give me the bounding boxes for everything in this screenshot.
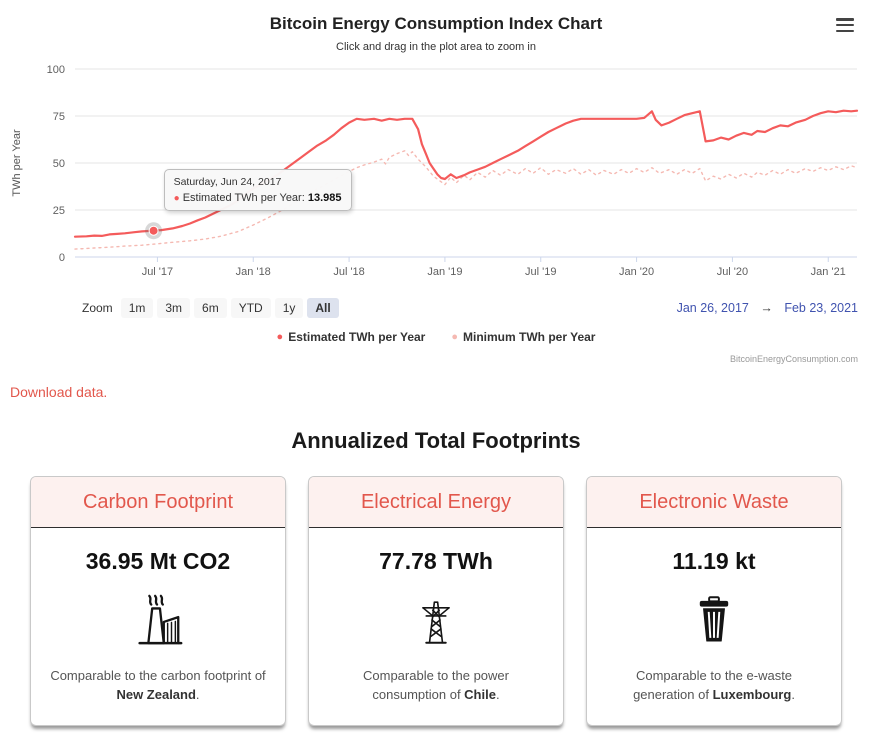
watermark-link[interactable]: BitcoinEnergyConsumption.com bbox=[729, 354, 858, 364]
footprint-cards: Carbon Footprint 36.95 Mt CO2 Comp bbox=[0, 476, 872, 726]
card-electrical-energy: Electrical Energy 77.78 TWh Compar bbox=[308, 476, 564, 726]
page-root: Bitcoin Energy Consumption Index Chart C… bbox=[0, 0, 872, 726]
card-value: 11.19 kt bbox=[672, 548, 756, 574]
chart-title: Bitcoin Energy Consumption Index Chart bbox=[269, 14, 603, 33]
svg-text:TWh per Year: TWh per Year bbox=[11, 129, 23, 197]
section-title: Annualized Total Footprints bbox=[291, 428, 581, 453]
card-title: Carbon Footprint bbox=[31, 477, 285, 528]
factory-icon bbox=[138, 594, 183, 645]
chart-plot-area[interactable]: 0 25 50 75 100 Jul '17 Jan '18 Jul '18 Jan '19 Ju… bbox=[0, 57, 872, 289]
card-title: Electronic Waste bbox=[587, 477, 841, 528]
zoom-button-1y[interactable]: 1y bbox=[274, 298, 304, 318]
svg-text:Jan '19: Jan '19 bbox=[427, 266, 462, 278]
zoom-button-6m[interactable]: 6m bbox=[194, 298, 227, 318]
arrow-right-icon: → bbox=[760, 301, 773, 315]
card-description: Comparable to the e-waste generation of … bbox=[633, 668, 795, 702]
zoom-button-ytd[interactable]: YTD bbox=[230, 298, 271, 318]
zoom-label: Zoom bbox=[82, 301, 113, 315]
download-data-link[interactable]: Download data. bbox=[10, 384, 108, 400]
svg-text:25: 25 bbox=[53, 205, 65, 217]
svg-text:Jul '18: Jul '18 bbox=[333, 266, 364, 278]
card-description: Comparable to the power consumption of C… bbox=[363, 668, 509, 702]
legend-item-estimated[interactable]: ● Estimated TWh per Year bbox=[277, 330, 426, 344]
legend-label-estimated: Estimated TWh per Year bbox=[288, 330, 426, 344]
legend-label-minimum: Minimum TWh per Year bbox=[463, 330, 596, 344]
legend-item-minimum[interactable]: ● Minimum TWh per Year bbox=[451, 330, 595, 344]
svg-text:Jan '21: Jan '21 bbox=[811, 266, 846, 278]
chart-menu-icon[interactable] bbox=[834, 16, 856, 34]
svg-text:Jan '18: Jan '18 bbox=[236, 266, 271, 278]
range-date-to[interactable]: Feb 23, 2021 bbox=[784, 301, 858, 315]
zoom-button-1m[interactable]: 1m bbox=[120, 298, 154, 318]
card-description: Comparable to the carbon footprint of Ne… bbox=[50, 668, 266, 702]
svg-text:Jan '20: Jan '20 bbox=[619, 266, 654, 278]
power-tower-icon bbox=[422, 601, 450, 644]
trash-icon bbox=[699, 596, 729, 642]
legend-dot-minimum-icon: ● bbox=[451, 330, 458, 343]
svg-text:100: 100 bbox=[47, 64, 65, 76]
svg-text:0: 0 bbox=[59, 252, 65, 264]
chart-wrap: 0 25 50 75 100 Jul '17 Jan '18 Jul '18 Jan '19 Ju… bbox=[0, 57, 872, 294]
legend-dot-estimated-icon: ● bbox=[276, 330, 284, 343]
svg-text:50: 50 bbox=[53, 158, 65, 170]
svg-text:75: 75 bbox=[53, 111, 65, 123]
range-dates: Jan 26, 2017 → Feb 23, 2021 bbox=[677, 301, 858, 315]
card-value: 36.95 Mt CO2 bbox=[85, 548, 231, 574]
chart-legend: ● Estimated TWh per Year ● Minimum TWh p… bbox=[0, 330, 872, 344]
card-electronic-waste: Electronic Waste 11.19 kt Comparable to … bbox=[586, 476, 842, 726]
svg-text:Jul '20: Jul '20 bbox=[717, 266, 748, 278]
chart-card: Bitcoin Energy Consumption Index Chart C… bbox=[0, 0, 872, 364]
svg-text:Jul '19: Jul '19 bbox=[525, 266, 556, 278]
svg-text:Jul '17: Jul '17 bbox=[142, 266, 173, 278]
range-selector: Zoom 1m 3m 6m YTD 1y All Jan 26, 2017 → … bbox=[0, 298, 872, 318]
zoom-button-3m[interactable]: 3m bbox=[157, 298, 191, 318]
chart-subtitle: Click and drag in the plot area to zoom … bbox=[336, 41, 536, 53]
range-date-from[interactable]: Jan 26, 2017 bbox=[676, 301, 749, 315]
zoom-button-all[interactable]: All bbox=[307, 298, 339, 318]
card-title: Electrical Energy bbox=[309, 477, 563, 528]
card-value: 77.78 TWh bbox=[379, 548, 493, 574]
card-carbon-footprint: Carbon Footprint 36.95 Mt CO2 Comp bbox=[30, 476, 286, 726]
